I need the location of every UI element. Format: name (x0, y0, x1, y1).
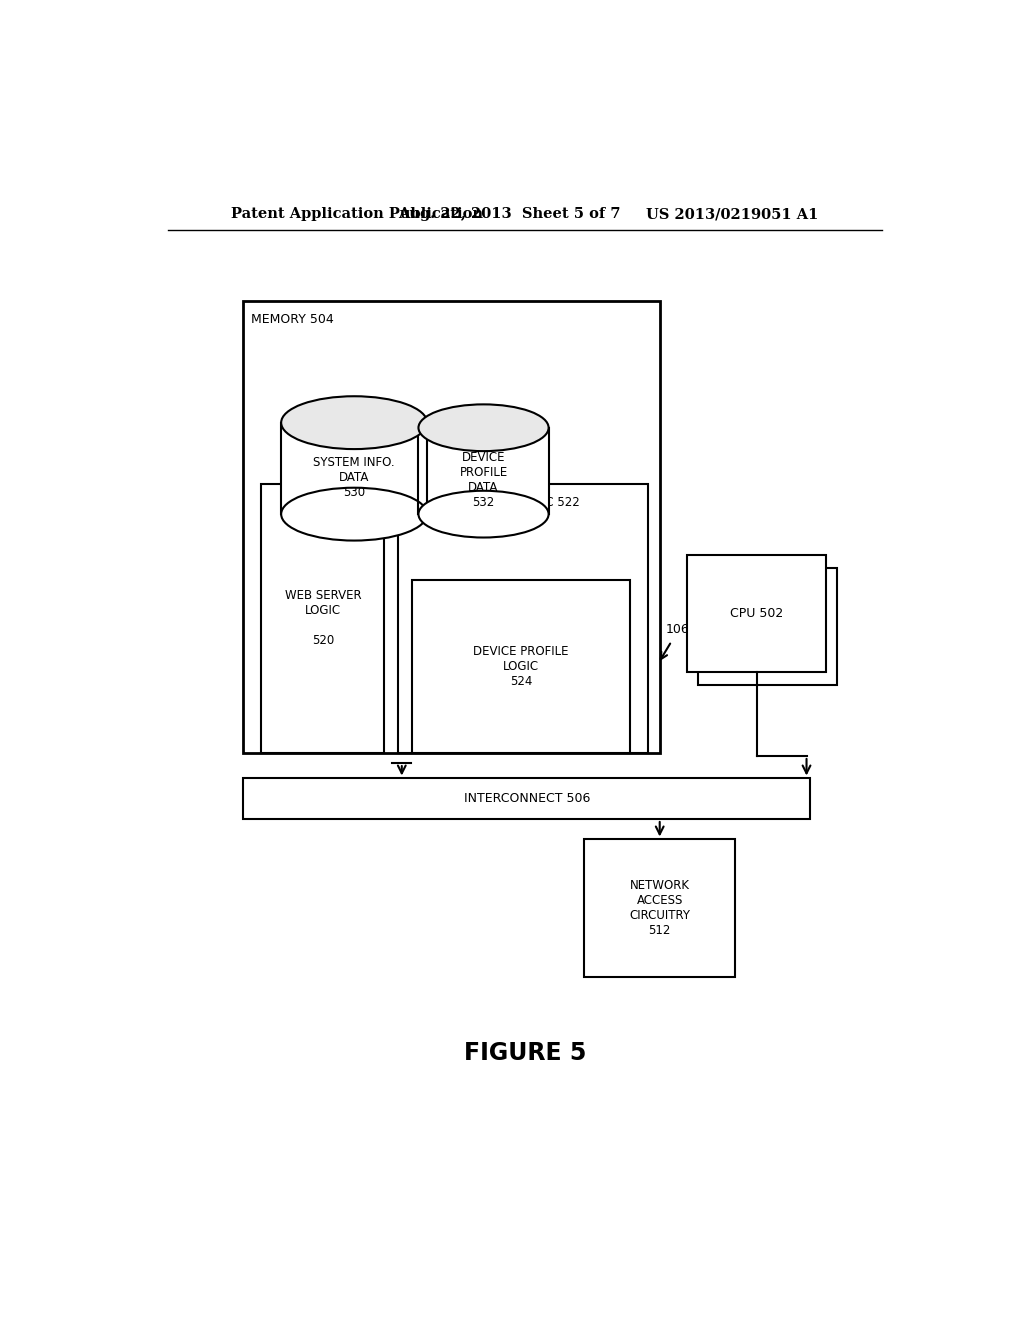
Ellipse shape (419, 404, 549, 451)
Bar (243, 301, 659, 752)
Text: US 2013/0219051 A1: US 2013/0219051 A1 (646, 207, 818, 222)
Bar (397, 483, 648, 752)
Bar (687, 554, 826, 672)
Text: DEVICE PROFILE
LOGIC
524: DEVICE PROFILE LOGIC 524 (473, 645, 569, 688)
Text: FIGURE 5: FIGURE 5 (464, 1041, 586, 1065)
Text: WEB SERVER
LOGIC

520: WEB SERVER LOGIC 520 (285, 589, 361, 647)
Bar (697, 568, 837, 685)
Ellipse shape (282, 487, 427, 541)
Text: Aug. 22, 2013  Sheet 5 of 7: Aug. 22, 2013 Sheet 5 of 7 (397, 207, 621, 222)
Bar (282, 422, 427, 515)
Text: 106: 106 (666, 623, 690, 636)
Ellipse shape (419, 491, 549, 537)
Text: WEB APPLICATION LOGIC 522: WEB APPLICATION LOGIC 522 (408, 496, 581, 508)
Text: INTERCONNECT 506: INTERCONNECT 506 (464, 792, 590, 805)
Text: SYSTEM INFO.
DATA
530: SYSTEM INFO. DATA 530 (313, 455, 395, 499)
Text: CPU 502: CPU 502 (730, 607, 783, 619)
Bar (419, 428, 549, 515)
Bar (412, 581, 631, 752)
Text: DEVICE
PROFILE
DATA
532: DEVICE PROFILE DATA 532 (460, 450, 508, 508)
Text: NETWORK
ACCESS
CIRCUITRY
512: NETWORK ACCESS CIRCUITRY 512 (629, 879, 690, 937)
Bar (261, 483, 384, 752)
Bar (585, 840, 735, 977)
Text: MEMORY 504: MEMORY 504 (251, 313, 334, 326)
Bar (243, 779, 811, 818)
Ellipse shape (282, 396, 427, 449)
Text: Patent Application Publication: Patent Application Publication (231, 207, 483, 222)
